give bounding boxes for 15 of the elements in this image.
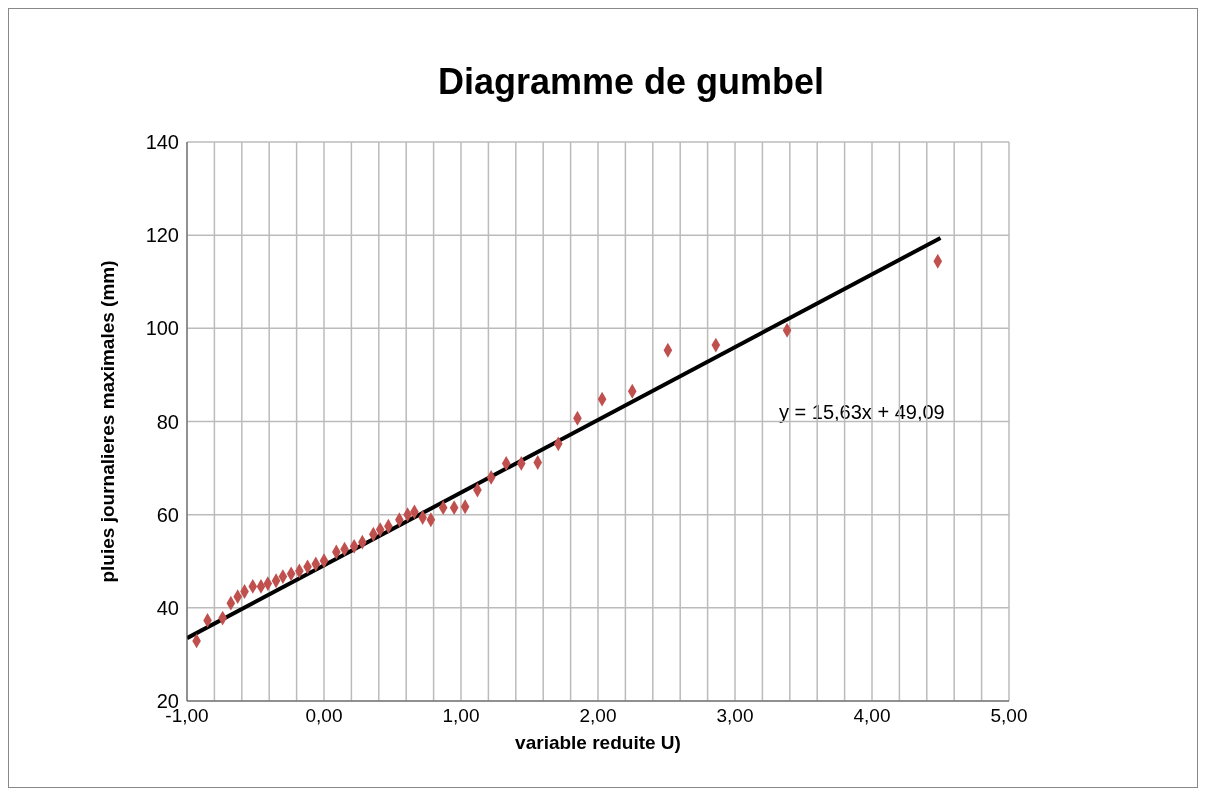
x-tick-label: 2,00 xyxy=(579,705,617,727)
chart-title: Diagramme de gumbel xyxy=(436,61,826,103)
y-tick-label: 40 xyxy=(156,596,179,619)
x-tick-label: 4,00 xyxy=(853,705,891,727)
y-tick-label: 80 xyxy=(156,410,179,433)
y-tick-label: 100 xyxy=(145,317,179,340)
y-tick-label: 120 xyxy=(145,224,179,247)
x-axis-title: variable reduite U) xyxy=(515,732,681,753)
y-tick-label: 140 xyxy=(145,131,179,154)
y-tick-label: 60 xyxy=(156,503,179,526)
x-tick-label: 0,00 xyxy=(305,705,343,727)
x-tick-label: 3,00 xyxy=(716,705,754,727)
x-tick-label: 1,00 xyxy=(442,705,480,727)
y-axis-title: pluies journalieres maximales (mm) xyxy=(96,260,118,583)
x-tick-label: 5,00 xyxy=(990,705,1028,727)
